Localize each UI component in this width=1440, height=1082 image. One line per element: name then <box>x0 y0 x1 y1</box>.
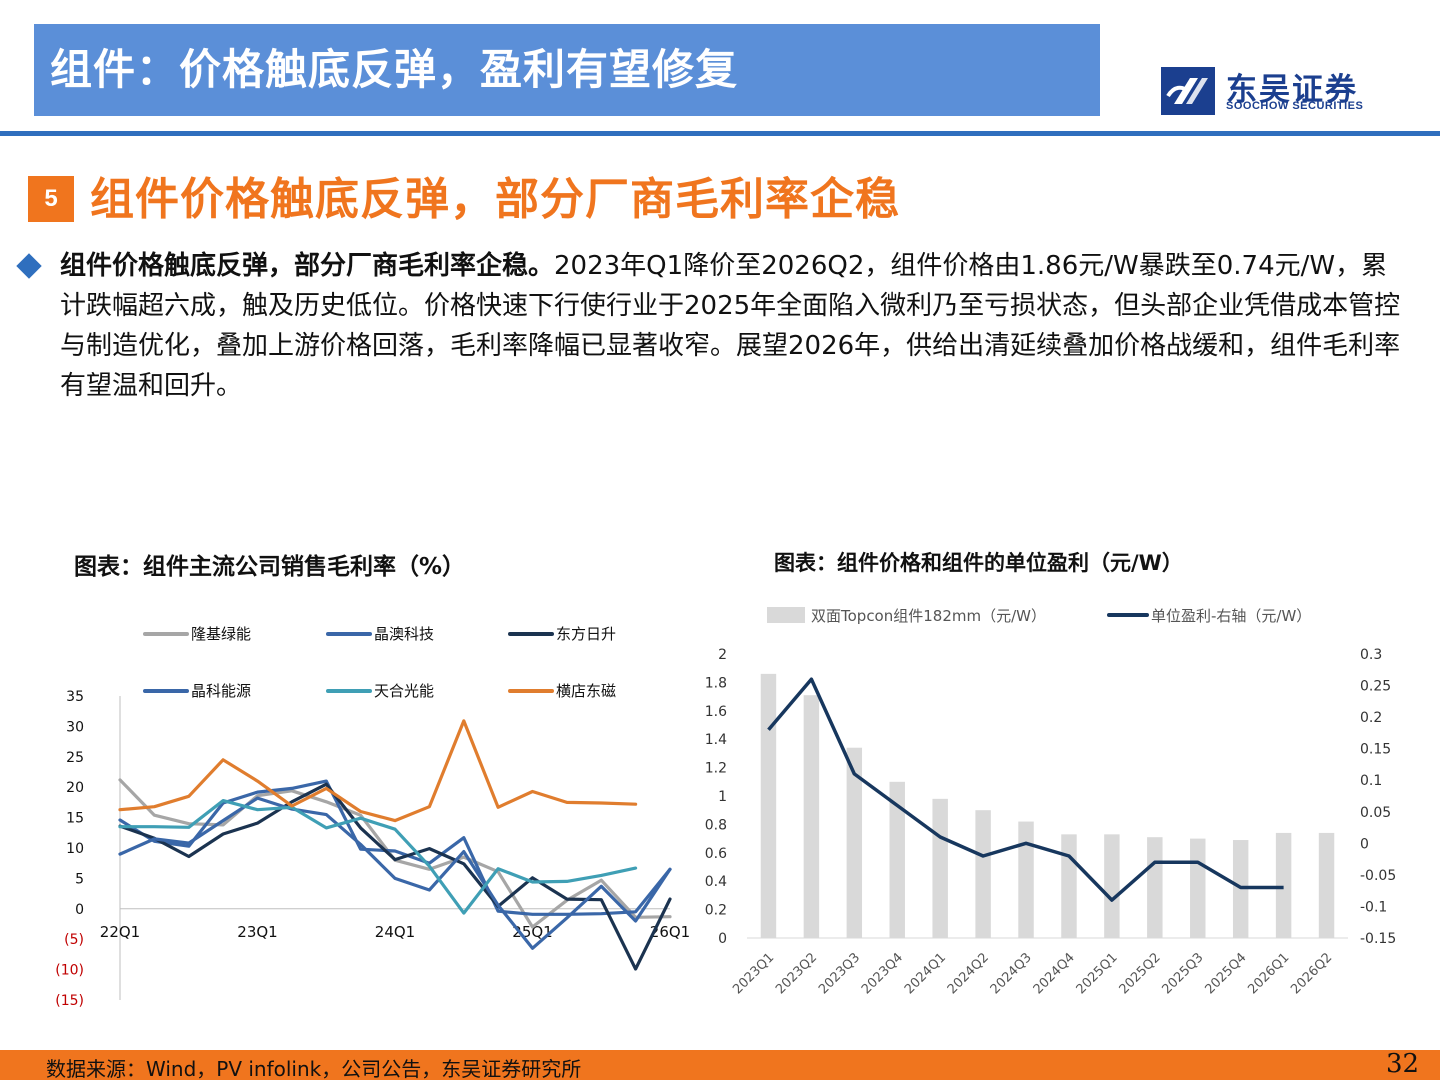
summary-paragraph: 组件价格触底反弹，部分厂商毛利率企稳。2023年Q1降价至2026Q2，组件价格… <box>60 246 1410 406</box>
section-number-badge: 5 <box>28 176 74 222</box>
price-bar <box>803 695 820 938</box>
x-category-label: 2024Q2 <box>945 950 992 997</box>
y-tick-label: 5 <box>75 871 84 887</box>
y-tick-label: (10) <box>55 963 84 979</box>
x-tick-label: 24Q1 <box>375 923 415 941</box>
y-tick-label: 15 <box>66 811 84 827</box>
x-tick-label: 23Q1 <box>237 923 277 941</box>
section-title: 组件价格触底反弹，部分厂商毛利率企稳 <box>90 174 900 225</box>
series-line-4 <box>118 796 672 950</box>
x-category-label: 2023Q2 <box>773 950 820 997</box>
y-tick-label: 30 <box>66 719 84 735</box>
y-tick-label: 0 <box>75 902 84 918</box>
price-bar <box>1318 832 1335 938</box>
price-bar <box>1104 834 1120 938</box>
price-bar <box>1190 838 1206 938</box>
left-y-tick-label: 1.2 <box>705 761 727 777</box>
right-y-tick-label: 0 <box>1360 836 1369 852</box>
footer-bar <box>0 1050 1440 1080</box>
chart1-title: 图表：组件主流公司销售毛利率（%） <box>74 554 466 580</box>
paragraph-body: 2023年Q1降价至2026Q2，组件价格由1.86元/W暴跌至0.74元/W，… <box>60 251 1401 401</box>
unit-profit-line <box>767 677 1284 902</box>
logo-en-text: SOOCHOW SECURITIES <box>1226 100 1364 112</box>
left-y-tick-label: 0.6 <box>705 846 727 862</box>
right-y-tick-label: 0.25 <box>1360 679 1391 695</box>
right-y-tick-label: 0.05 <box>1360 805 1391 821</box>
legend-label-bar: 双面Topcon组件182mm（元/W） <box>811 607 1046 625</box>
series-line-6 <box>118 719 638 823</box>
x-category-label: 2025Q1 <box>1074 950 1121 997</box>
diamond-bullet-icon <box>16 253 42 279</box>
legend-label-5: 天合光能 <box>374 682 434 700</box>
logo-cn-text: 东吴证券 <box>1226 72 1358 108</box>
x-category-label: 2025Q3 <box>1159 950 1206 997</box>
right-y-tick-label: -0.1 <box>1360 899 1387 915</box>
price-bar <box>975 810 991 938</box>
right-y-tick-label: 0.3 <box>1360 647 1382 663</box>
left-y-tick-label: 0.2 <box>705 903 727 919</box>
x-category-label: 2024Q4 <box>1031 950 1078 997</box>
series-line-5 <box>118 799 638 915</box>
legend-label-4: 晶科能源 <box>191 682 251 700</box>
right-y-tick-label: 0.1 <box>1360 773 1382 789</box>
series-line-3 <box>118 782 672 971</box>
left-y-tick-label: 1.4 <box>705 732 727 748</box>
legend-swatch-bar <box>767 607 805 623</box>
right-y-tick-label: -0.05 <box>1360 868 1396 884</box>
right-y-tick-label: 0.2 <box>1360 710 1382 726</box>
price-bar <box>1275 832 1292 938</box>
x-category-label: 2025Q2 <box>1117 950 1164 997</box>
left-y-tick-label: 2 <box>718 647 727 663</box>
legend-label-1: 隆基绿能 <box>191 625 251 643</box>
price-bar <box>889 781 905 938</box>
legend-label-line: 单位盈利-右轴（元/W） <box>1151 607 1311 625</box>
page-title: 组件：价格触底反弹，盈利有望修复 <box>50 45 739 94</box>
price-bar <box>1018 821 1034 938</box>
y-tick-label: 35 <box>66 689 84 705</box>
legend-label-6: 横店东磁 <box>556 682 616 700</box>
price-bar <box>1061 834 1077 938</box>
x-category-label: 2024Q1 <box>902 950 949 997</box>
left-y-tick-label: 0.4 <box>705 874 727 890</box>
chart2-title: 图表：组件价格和组件的单位盈利（元/W） <box>774 551 1183 575</box>
right-y-tick-label: 0.15 <box>1360 742 1391 758</box>
x-category-label: 2023Q3 <box>816 950 863 997</box>
x-category-label: 2023Q4 <box>859 950 906 997</box>
left-y-tick-label: 1.8 <box>705 675 727 691</box>
header-banner: 组件：价格触底反弹，盈利有望修复 <box>34 24 1100 116</box>
x-category-label: 2025Q4 <box>1202 950 1249 997</box>
left-y-tick-label: 0.8 <box>705 817 727 833</box>
y-tick-label: (5) <box>64 932 84 948</box>
price-bar <box>1147 837 1163 938</box>
x-tick-label: 26Q1 <box>650 923 690 941</box>
x-category-label: 2026Q1 <box>1245 950 1292 997</box>
legend-label-3: 东方日升 <box>556 625 616 643</box>
y-tick-label: 10 <box>66 841 84 857</box>
series-line-2 <box>118 779 672 916</box>
y-tick-label: 20 <box>66 780 84 796</box>
price-profit-combo-chart: 2 1.8 1.6 1.4 1.2 1 0.8 0.6 0.4 0.2 0 0.3 0.25 0.2 0.1… <box>705 607 1396 997</box>
paragraph-lead: 组件价格触底反弹，部分厂商毛利率企稳。 <box>60 251 555 281</box>
right-y-tick-label: -0.15 <box>1360 931 1396 947</box>
x-category-label: 2026Q2 <box>1288 950 1335 997</box>
header-divider <box>0 131 1440 136</box>
page-number: 32 <box>1386 1049 1420 1079</box>
price-bar <box>760 673 777 938</box>
legend-label-2: 晶澳科技 <box>374 625 434 643</box>
x-category-label: 2023Q1 <box>730 950 777 997</box>
left-y-tick-label: 1.6 <box>705 704 727 720</box>
soochow-logo: 东吴证券 SOOCHOW SECURITIES <box>1160 62 1380 122</box>
left-y-tick-label: 0 <box>718 931 727 947</box>
x-category-label: 2024Q3 <box>988 950 1035 997</box>
x-tick-label: 22Q1 <box>100 923 140 941</box>
data-source-note: 数据来源：Wind，PV infolink，公司公告，东吴证券研究所 <box>46 1057 582 1081</box>
price-bar <box>932 798 948 938</box>
y-tick-label: 25 <box>66 750 84 766</box>
left-y-tick-label: 1 <box>718 789 727 805</box>
y-tick-label: (15) <box>55 993 84 1009</box>
price-bar <box>846 747 863 938</box>
logo-mark-icon <box>1161 67 1215 115</box>
